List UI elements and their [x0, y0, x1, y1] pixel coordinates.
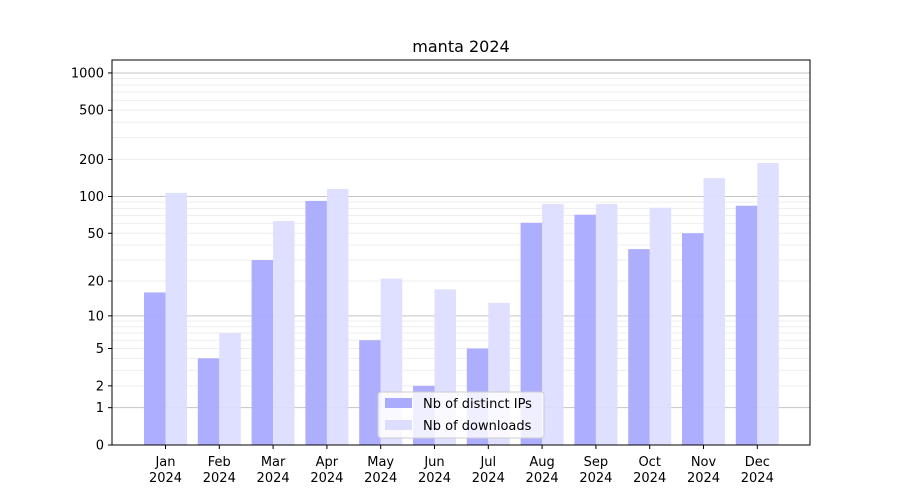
- bar-downloads: [326, 189, 349, 445]
- x-tick-label: Mar: [261, 455, 286, 470]
- x-tick-label: 2024: [741, 471, 774, 486]
- y-tick-label: 1: [96, 401, 104, 416]
- bar-ips: [520, 222, 543, 445]
- y-tick-label: 5: [96, 342, 104, 357]
- plot-frame: [111, 59, 811, 446]
- x-tick-label: 2024: [310, 471, 343, 486]
- x-tick-label: Jun: [423, 455, 444, 470]
- y-tick-label: 0: [96, 439, 104, 454]
- x-tick-label: Dec: [745, 455, 770, 470]
- x-tick-label: Sep: [584, 455, 609, 470]
- x-tick-label: Jul: [479, 455, 496, 470]
- bar-ips: [574, 214, 596, 445]
- bar-downloads: [219, 333, 241, 445]
- x-tick-label: 2024: [526, 471, 559, 486]
- x-tick-label: Apr: [316, 455, 339, 470]
- x-tick-label: 2024: [472, 471, 505, 486]
- y-tick-label: 50: [87, 227, 104, 242]
- legend-swatch-downloads: [385, 420, 412, 430]
- bar-downloads: [595, 203, 618, 445]
- bar-downloads: [165, 192, 187, 445]
- x-tick-label: 2024: [257, 471, 290, 486]
- bar-ips: [359, 340, 381, 445]
- bar-ips: [682, 233, 704, 445]
- bar-downloads: [703, 178, 725, 445]
- x-tick-label: Oct: [638, 455, 660, 470]
- y-tick-label: 20: [87, 275, 104, 290]
- chart-title: manta 2024: [412, 37, 509, 56]
- bar-ips: [251, 260, 274, 445]
- bar-downloads: [649, 207, 672, 445]
- legend: Nb of distinct IPs Nb of downloads: [377, 391, 545, 439]
- x-tick-label: Feb: [208, 455, 231, 470]
- x-tick-label: Aug: [529, 455, 554, 470]
- x-tick-label: 2024: [203, 471, 236, 486]
- legend-label-downloads: Nb of downloads: [423, 419, 532, 434]
- x-tick-label: May: [367, 455, 394, 470]
- bar-ips: [197, 358, 220, 445]
- y-axis: 0 1 2 5 10 20 50 100 200 500 1000: [71, 66, 112, 454]
- legend-label-ips: Nb of distinct IPs: [423, 397, 532, 412]
- bar-ips: [735, 205, 758, 445]
- y-tick-label: 200: [79, 153, 104, 168]
- x-tick-label: 2024: [418, 471, 451, 486]
- y-tick-label: 2: [96, 379, 104, 394]
- legend-box: [377, 391, 545, 439]
- x-tick-label: 2024: [579, 471, 612, 486]
- x-axis: Jan2024Feb2024Mar2024Apr2024May2024Jun20…: [149, 445, 774, 486]
- bar-downloads: [273, 221, 295, 445]
- x-tick-label: Nov: [691, 455, 717, 470]
- legend-swatch-ips: [385, 398, 412, 408]
- y-tick-label: 10: [87, 309, 104, 324]
- x-tick-label: 2024: [687, 471, 720, 486]
- y-tick-label: 500: [79, 104, 104, 119]
- bar-downloads: [542, 203, 564, 445]
- x-tick-label: 2024: [633, 471, 666, 486]
- y-tick-label: 1000: [71, 66, 104, 81]
- bar-ips: [305, 200, 327, 445]
- x-tick-label: 2024: [364, 471, 397, 486]
- x-tick-label: Jan: [154, 455, 175, 470]
- bar-ips: [628, 249, 650, 445]
- bar-ips: [144, 292, 166, 445]
- y-tick-label: 100: [79, 190, 104, 205]
- x-tick-label: 2024: [149, 471, 182, 486]
- bar-downloads: [757, 163, 779, 445]
